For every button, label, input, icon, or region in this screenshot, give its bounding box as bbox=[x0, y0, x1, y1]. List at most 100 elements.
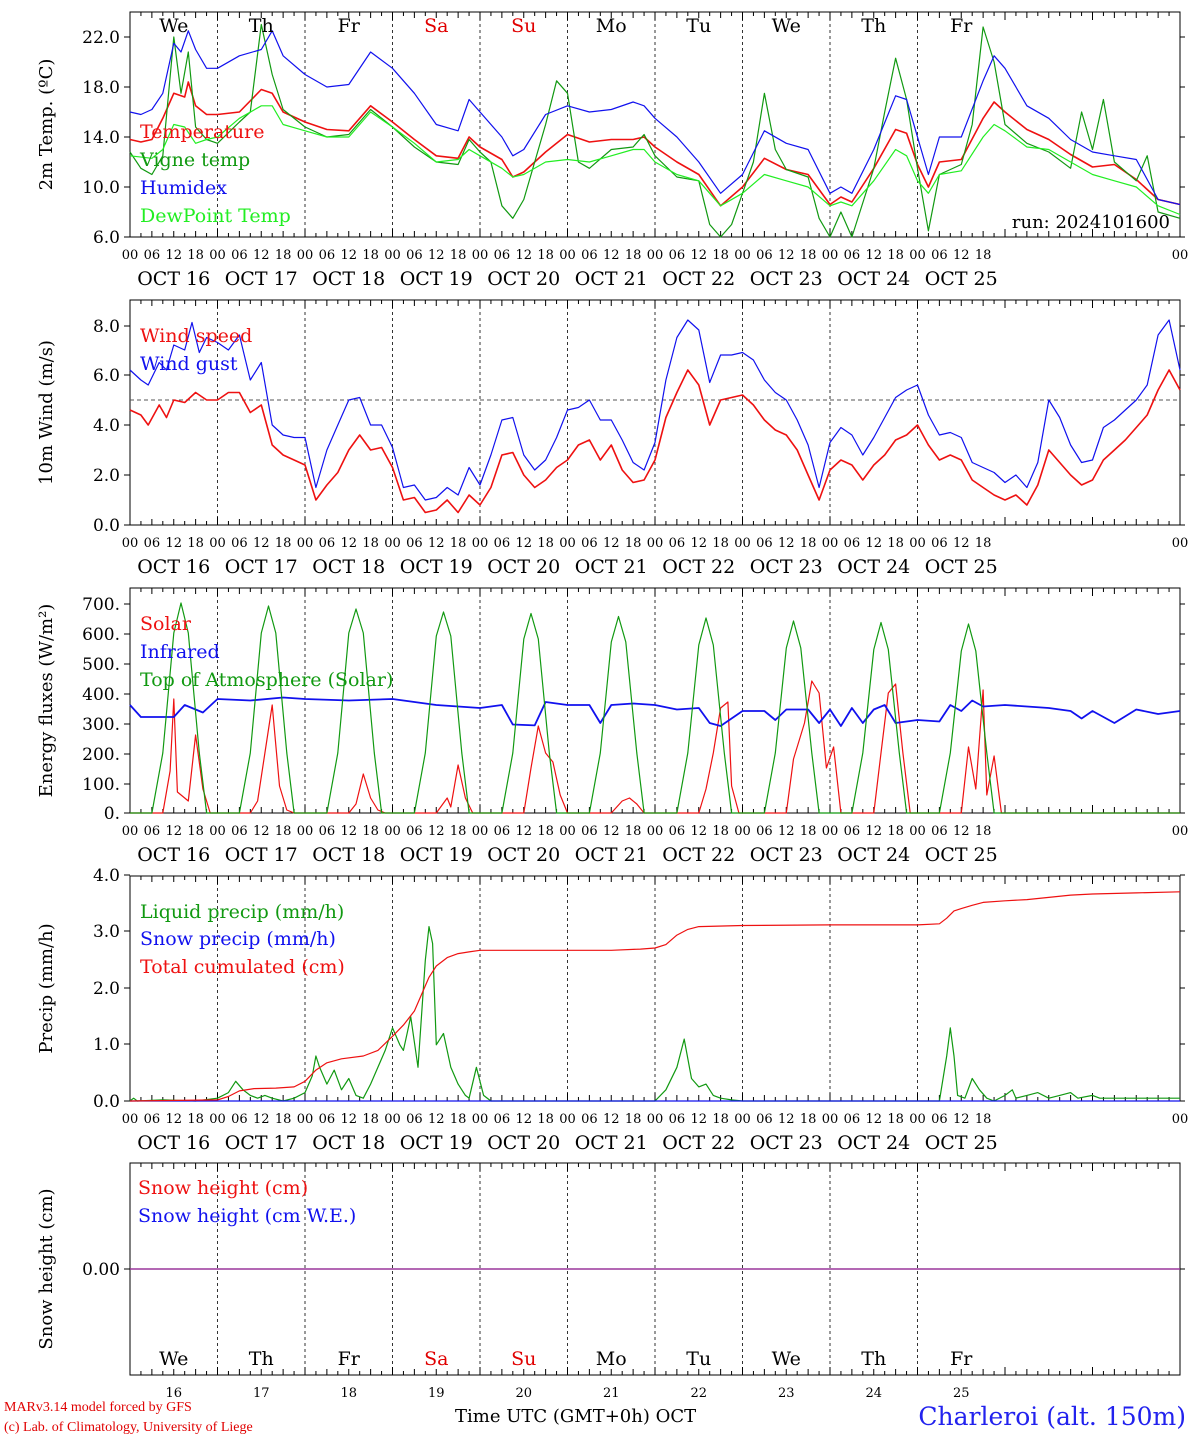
panel-3-hour-label: 06 bbox=[756, 824, 773, 839]
panel-3-legend-item: Solar bbox=[140, 613, 192, 635]
panel-2-hour-label: 00 bbox=[384, 536, 401, 551]
panel-2-legend-item: Wind gust bbox=[140, 353, 238, 375]
panel-3-hour-label: 06 bbox=[931, 824, 948, 839]
panel-4-legend-item: Snow precip (mm/h) bbox=[140, 928, 336, 950]
panel-1-hour-label: 18 bbox=[275, 248, 292, 263]
panel-4-ytick-label: 0.0 bbox=[93, 1092, 120, 1112]
panel-4-ytick-label: 2.0 bbox=[93, 979, 120, 999]
panel-2-ylabel: 10m Wind (m/s) bbox=[36, 340, 57, 485]
panel-1-ytick-label: 10.0 bbox=[82, 178, 120, 198]
day-number-label: 23 bbox=[778, 1386, 795, 1401]
panel-3-hour-label: 00 bbox=[647, 824, 664, 839]
panel-4-legend-item: Liquid precip (mm/h) bbox=[140, 901, 344, 923]
panel-2-date-label: OCT 22 bbox=[662, 556, 735, 578]
panel-3-hour-label: 00 bbox=[559, 824, 576, 839]
panel-1-legend-item: DewPoint Temp bbox=[140, 205, 291, 227]
panel-2-hour-label: 18 bbox=[625, 536, 642, 551]
time-axis-title: Time UTC (GMT+0h) OCT bbox=[455, 1406, 696, 1427]
panel-2-ytick-label: 4.0 bbox=[93, 416, 120, 436]
panel-4-hour-label: 18 bbox=[537, 1112, 554, 1127]
panel-4-date-label: OCT 18 bbox=[312, 1132, 385, 1154]
day-number-label: 25 bbox=[953, 1386, 970, 1401]
panel-1-hour-label: 00 bbox=[559, 248, 576, 263]
panel-3-legend-item: Top of Atmosphere (Solar) bbox=[140, 669, 393, 691]
panel-2-hour-label: 12 bbox=[428, 536, 445, 551]
panel-1-hour-label: 18 bbox=[537, 248, 554, 263]
panel-3-hour-label: 06 bbox=[406, 824, 423, 839]
panel-4-hour-label: 18 bbox=[887, 1112, 904, 1127]
panel-4-hour-label: 06 bbox=[144, 1112, 161, 1127]
panel-4-ytick-label: 1.0 bbox=[93, 1035, 120, 1055]
panel-3-series-solar bbox=[130, 680, 1180, 814]
panel-2-hour-label: 00 bbox=[909, 536, 926, 551]
panel-4-date-label: OCT 22 bbox=[662, 1132, 735, 1154]
day-number-label: 17 bbox=[253, 1386, 270, 1401]
panel-2-hour-label: 12 bbox=[603, 536, 620, 551]
panel-3-ytick-label: 700. bbox=[82, 595, 120, 615]
panel-2-hour-label: 12 bbox=[165, 536, 182, 551]
panel-3-hour-label: 12 bbox=[690, 824, 707, 839]
panel-1-hour-label: 00 bbox=[297, 248, 314, 263]
panel-4-hour-label: 06 bbox=[931, 1112, 948, 1127]
panel-2-hour-label: 00 bbox=[734, 536, 751, 551]
panel-1-hour-label: 06 bbox=[494, 248, 511, 263]
panel-1-hour-label: 00 bbox=[1172, 248, 1189, 263]
panel-3-ytick-label: 500. bbox=[82, 655, 120, 675]
panel-4-series-total-cumulated-cm bbox=[129, 891, 1181, 1102]
panel-4-hour-label: 12 bbox=[165, 1112, 182, 1127]
panel-4-hour-label: 06 bbox=[494, 1112, 511, 1127]
panel-4-hour-label: 18 bbox=[712, 1112, 729, 1127]
panel-2-hour-label: 00 bbox=[297, 536, 314, 551]
panel-2-date-label: OCT 24 bbox=[837, 556, 910, 578]
panel-4-hour-label: 00 bbox=[734, 1112, 751, 1127]
panel-3-hour-label: 18 bbox=[800, 824, 817, 839]
panel-2-date-label: OCT 19 bbox=[400, 556, 473, 578]
panel-2-hour-label: 18 bbox=[450, 536, 467, 551]
day-number-label: 18 bbox=[340, 1386, 357, 1401]
panel-2-hour-label: 06 bbox=[931, 536, 948, 551]
day-number-label: 19 bbox=[428, 1386, 445, 1401]
panel-1-hour-label: 00 bbox=[472, 248, 489, 263]
panel-4-hour-label: 06 bbox=[581, 1112, 598, 1127]
panel-3-hour-label: 18 bbox=[187, 824, 204, 839]
panel-3-hour-label: 00 bbox=[209, 824, 226, 839]
panel-1-hour-label: 06 bbox=[931, 248, 948, 263]
panel-1-date-label: OCT 21 bbox=[575, 268, 648, 290]
panel-4-hour-label: 18 bbox=[450, 1112, 467, 1127]
run-label: run: 2024101600 bbox=[1012, 212, 1170, 233]
panel-4-hour-label: 18 bbox=[625, 1112, 642, 1127]
panel-2-date-label: OCT 18 bbox=[312, 556, 385, 578]
panel-3-hour-label: 12 bbox=[603, 824, 620, 839]
panel-4-hour-label: 00 bbox=[384, 1112, 401, 1127]
panel-2-hour-label: 00 bbox=[559, 536, 576, 551]
panel-5-legend-item: Snow height (cm) bbox=[138, 1177, 308, 1199]
panel-3-ytick-label: 600. bbox=[82, 625, 120, 645]
panel-1-hour-label: 06 bbox=[844, 248, 861, 263]
panel-2-hour-label: 18 bbox=[537, 536, 554, 551]
panel-3-hour-label: 06 bbox=[231, 824, 248, 839]
panel-1-frame bbox=[129, 11, 1181, 238]
panel-1-date-label: OCT 18 bbox=[312, 268, 385, 290]
panel-3-ytick-label: 0. bbox=[104, 804, 120, 824]
panel-4-hour-label: 12 bbox=[865, 1112, 882, 1127]
panel-2-hour-label: 18 bbox=[362, 536, 379, 551]
panel-1-hour-label: 06 bbox=[669, 248, 686, 263]
panel-4-hour-label: 12 bbox=[515, 1112, 532, 1127]
panel-2-hour-label: 00 bbox=[1172, 536, 1189, 551]
panel-2-hour-label: 06 bbox=[844, 536, 861, 551]
panel-3-frame bbox=[129, 587, 1181, 814]
panel-1-hour-label: 18 bbox=[975, 248, 992, 263]
panel-1-hour-label: 06 bbox=[231, 248, 248, 263]
panel-4-hour-label: 00 bbox=[297, 1112, 314, 1127]
panel-1-legend-item: Humidex bbox=[140, 177, 227, 199]
panel-2-date-label: OCT 16 bbox=[137, 556, 210, 578]
panel-1-series-vigne-temp bbox=[129, 23, 1181, 238]
panel-1-hour-label: 00 bbox=[209, 248, 226, 263]
panel-3-hour-label: 12 bbox=[778, 824, 795, 839]
panel-3-date-label: OCT 24 bbox=[837, 844, 910, 866]
panel-3-hour-label: 18 bbox=[887, 824, 904, 839]
weekday-label-bottom: We bbox=[772, 1348, 801, 1370]
panel-3-ytick-label: 200. bbox=[82, 745, 120, 765]
panel-3-date-label: OCT 25 bbox=[925, 844, 998, 866]
panel-3-hour-label: 18 bbox=[625, 824, 642, 839]
